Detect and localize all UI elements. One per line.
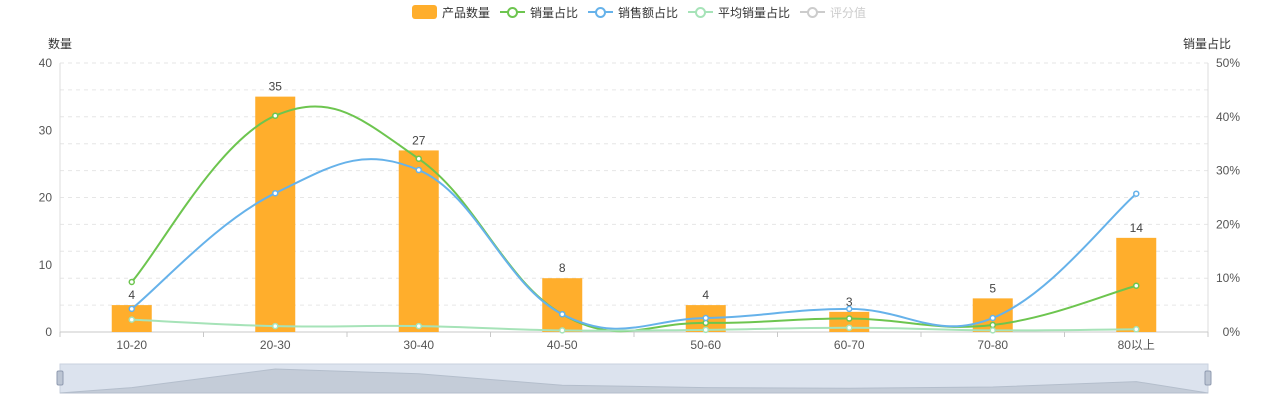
series-point bbox=[989, 314, 996, 322]
bar-data-label: 14 bbox=[1130, 221, 1144, 235]
right-tick-label: 20% bbox=[1216, 217, 1240, 231]
legend-item-4[interactable]: 评分值 bbox=[800, 4, 866, 21]
left-tick-label: 0 bbox=[45, 325, 52, 339]
legend-item-2[interactable]: 销售额占比 bbox=[587, 4, 678, 21]
series-point bbox=[1133, 282, 1140, 289]
legend-item-1[interactable]: 销量占比 bbox=[499, 4, 578, 21]
datazoom-preview bbox=[59, 368, 1209, 394]
series-point bbox=[702, 314, 709, 322]
bar-data-label: 3 bbox=[846, 295, 853, 309]
bar-data-label: 4 bbox=[128, 288, 135, 302]
right-tick-label: 40% bbox=[1216, 110, 1240, 124]
series-point bbox=[415, 322, 422, 330]
chart-legend: 产品数量 销量占比 销售额占比 平均销量占比 评分值 bbox=[0, 2, 1278, 22]
bar-data-label: 8 bbox=[559, 261, 566, 275]
x-tick-label: 10-20 bbox=[116, 338, 147, 352]
right-tick-label: 50% bbox=[1216, 56, 1240, 70]
right-axis-name: 销量占比 bbox=[1183, 37, 1232, 51]
bar-data-label: 35 bbox=[269, 80, 283, 94]
legend-label: 销售额占比 bbox=[617, 5, 678, 20]
legend-label: 产品数量 bbox=[441, 5, 490, 20]
legend-item-3[interactable]: 平均销量占比 bbox=[688, 4, 790, 21]
series-point bbox=[989, 321, 996, 329]
x-tick-label: 20-30 bbox=[260, 338, 291, 352]
series-point bbox=[846, 305, 853, 313]
legend-label: 平均销量占比 bbox=[718, 5, 791, 20]
legend-label: 评分值 bbox=[830, 5, 867, 20]
right-tick-label: 10% bbox=[1216, 271, 1240, 285]
left-tick-label: 20 bbox=[39, 191, 53, 205]
legend-line-swatch-icon bbox=[499, 5, 525, 19]
legend-line-swatch-icon bbox=[800, 5, 826, 19]
series-line bbox=[131, 158, 1137, 330]
bar bbox=[398, 150, 439, 332]
bar-data-label: 4 bbox=[702, 288, 709, 302]
bar bbox=[255, 96, 296, 332]
left-axis-name: 数量 bbox=[48, 37, 73, 51]
series-point bbox=[559, 310, 566, 318]
series-point bbox=[559, 327, 566, 334]
series-point bbox=[415, 166, 422, 174]
x-tick-label: 70-80 bbox=[977, 338, 1008, 352]
series-point bbox=[846, 315, 853, 322]
series-point bbox=[128, 316, 135, 323]
datazoom-left-handle[interactable] bbox=[56, 370, 64, 386]
series-point bbox=[702, 326, 709, 334]
series-point bbox=[272, 322, 279, 330]
x-tick-label: 40-50 bbox=[547, 338, 578, 352]
x-tick-label: 60-70 bbox=[834, 338, 865, 352]
x-tick-label: 50-60 bbox=[690, 338, 721, 352]
x-tick-label: 30-40 bbox=[403, 338, 434, 352]
legend-bar-swatch-icon bbox=[411, 5, 437, 19]
bar-data-label: 5 bbox=[989, 281, 996, 295]
left-tick-label: 10 bbox=[39, 258, 53, 272]
series-point bbox=[1133, 326, 1140, 333]
legend-label: 销量占比 bbox=[529, 5, 578, 20]
left-tick-label: 40 bbox=[39, 56, 53, 70]
series-point bbox=[272, 189, 279, 197]
series-point bbox=[1133, 190, 1140, 197]
datazoom-right-handle[interactable] bbox=[1204, 370, 1212, 386]
legend-line-swatch-icon bbox=[688, 5, 713, 19]
series-point bbox=[415, 155, 422, 163]
left-tick-label: 30 bbox=[39, 123, 53, 137]
x-tick-label: 80以上 bbox=[1118, 338, 1155, 352]
right-tick-label: 30% bbox=[1216, 164, 1240, 178]
legend-line-swatch-icon bbox=[587, 5, 613, 19]
series-point bbox=[272, 112, 279, 119]
legend-item-0[interactable]: 产品数量 bbox=[411, 4, 490, 21]
series-point bbox=[846, 324, 853, 331]
bar-data-label: 27 bbox=[412, 133, 426, 147]
right-tick-label: 0% bbox=[1223, 325, 1241, 339]
series-point bbox=[989, 327, 996, 334]
series-line bbox=[131, 318, 1137, 332]
series-point bbox=[128, 278, 135, 286]
series-point bbox=[128, 305, 135, 313]
